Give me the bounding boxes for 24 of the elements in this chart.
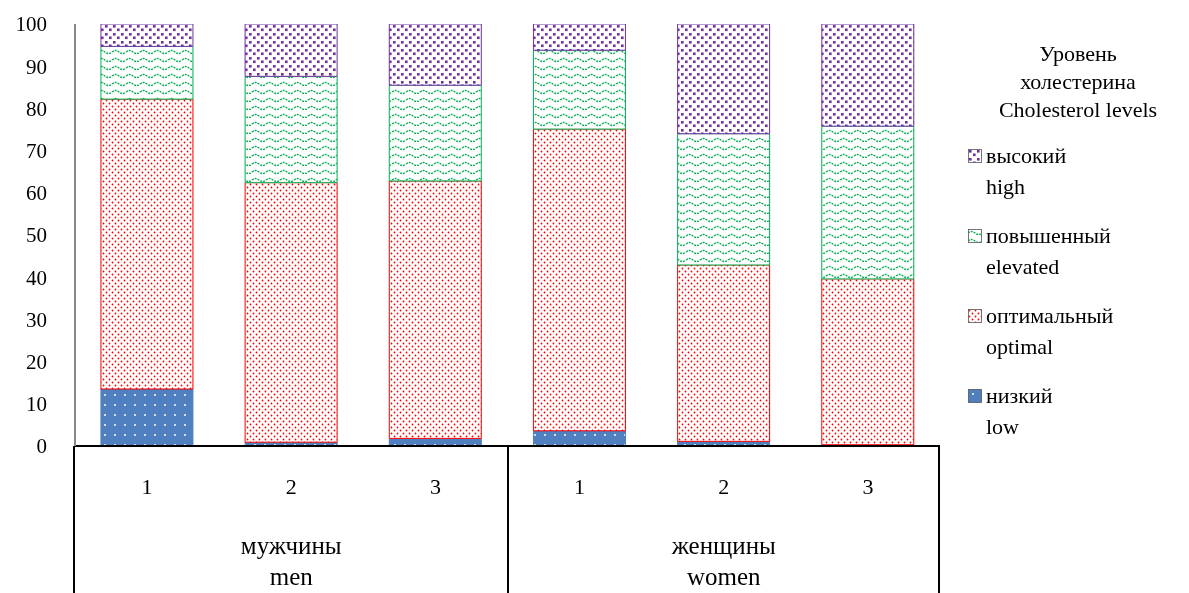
x-tick-label: 1 — [574, 473, 586, 499]
x-tick-label: 1 — [141, 473, 153, 499]
x-tick-label: 2 — [718, 473, 730, 499]
legend-label: низкий low — [986, 382, 1053, 441]
legend-label: оптимальный optimal — [986, 302, 1114, 361]
y-tick-label: 0 — [36, 434, 47, 459]
y-tick-label: 50 — [26, 223, 47, 248]
y-tick-label: 60 — [26, 181, 47, 206]
legend-label: повышенный elevated — [986, 222, 1111, 281]
x-tick-label: 3 — [862, 473, 874, 499]
legend-title: Уровень холестерина Cholesterol levels — [997, 40, 1159, 124]
y-tick-label: 80 — [26, 96, 47, 121]
legend-label: высокий high — [986, 142, 1067, 201]
y-tick-label: 20 — [26, 350, 47, 375]
y-tick-label: 40 — [26, 265, 47, 290]
y-tick-label: 30 — [26, 307, 47, 332]
text: мужчины men — [239, 531, 343, 592]
x-tick-label: 2 — [285, 473, 297, 499]
text: женщины women — [670, 531, 777, 592]
y-tick-label: 70 — [26, 139, 47, 164]
y-tick-label: 90 — [26, 54, 47, 79]
y-tick-label: 100 — [15, 12, 47, 37]
x-tick-label: 3 — [429, 473, 441, 499]
y-tick-label: 10 — [26, 392, 47, 417]
